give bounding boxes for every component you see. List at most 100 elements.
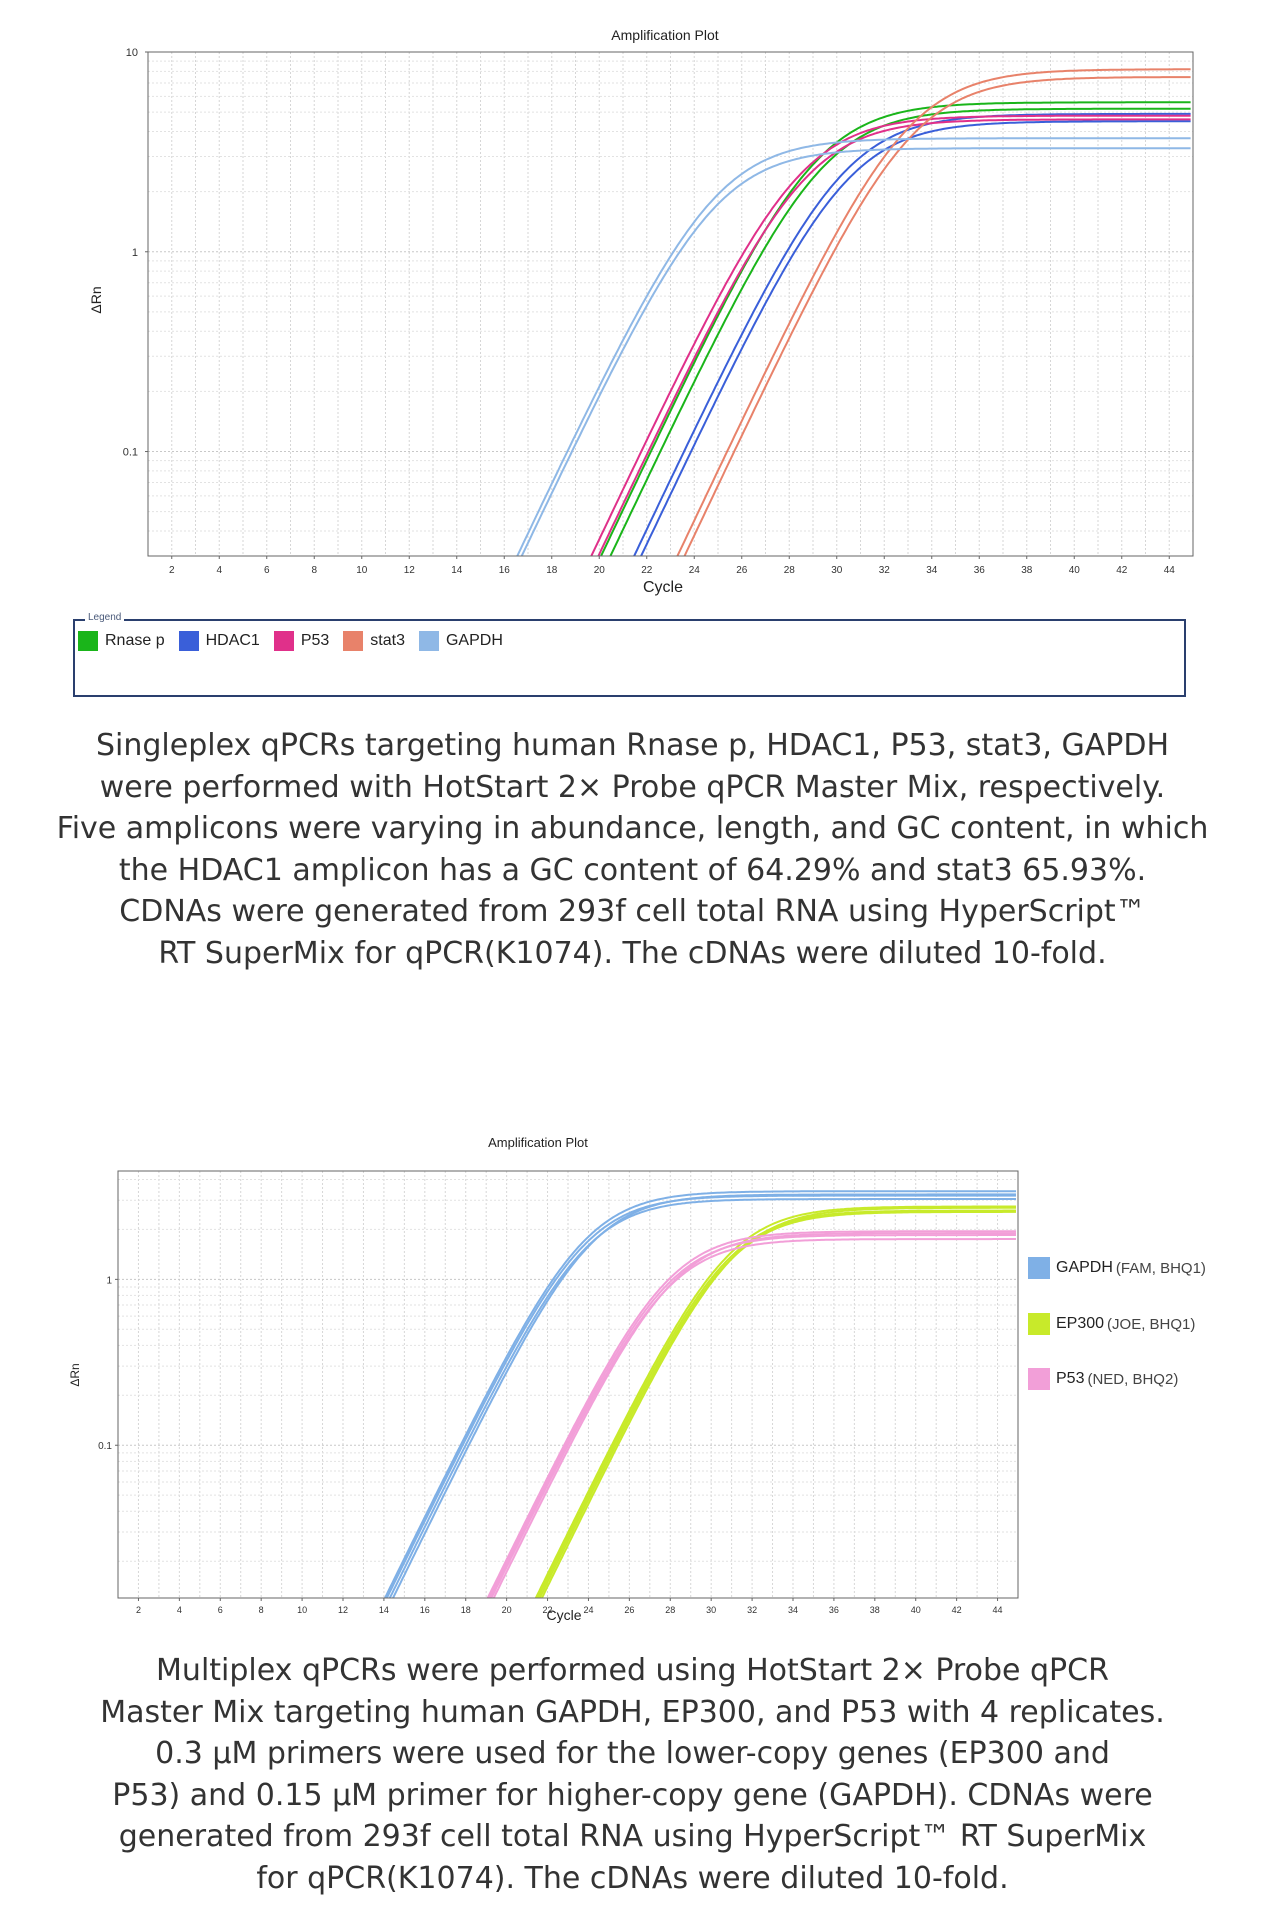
caption-line: Singleplex qPCRs targeting human Rnase p… [95, 728, 1169, 763]
x-tick-label: 18 [546, 565, 558, 576]
series-lines [516, 68, 1191, 556]
plot-frame [147, 51, 1194, 557]
x-tick-label: 34 [926, 565, 938, 576]
legend-swatch [178, 631, 199, 651]
x-tick-label: 10 [297, 1605, 307, 1615]
x-tick-label: 26 [624, 1605, 634, 1615]
x-tick-label: 44 [993, 1605, 1003, 1615]
x-axis-label: Cycle [643, 579, 683, 596]
series-line-p53 [590, 114, 1191, 556]
x-tick-label: 8 [259, 1605, 264, 1615]
series-line-p53 [492, 1232, 1016, 1598]
legend-swatch [1028, 1368, 1050, 1390]
x-tick-label: 22 [543, 1605, 553, 1615]
series-line-ep300 [536, 1209, 1016, 1598]
x-tick-label: 6 [264, 565, 270, 576]
caption-line: were performed with HotStart 2× Probe qP… [99, 769, 1166, 805]
caption-line: for qPCR(K1074). The cDNAs were diluted … [256, 1860, 1009, 1896]
caption-singleplex: Singleplex qPCRs targeting human Rnase p… [0, 725, 1265, 974]
x-tick-label: 16 [499, 565, 511, 576]
legend-items: Rnase p HDAC1 P53 stat3 GAPDH [78, 631, 517, 651]
caption-line: RT SuperMix for qPCR(K1074). The cDNAs w… [158, 935, 1107, 971]
caption-multiplex: Multiplex qPCRs were performed using Hot… [0, 1650, 1265, 1899]
series-line-rnase-p [599, 101, 1191, 556]
x-tick-label: 8 [311, 565, 317, 576]
x-tick-label: 28 [665, 1605, 675, 1615]
x-axis-label: Cycle [546, 1607, 581, 1623]
series-line-stat3 [683, 76, 1191, 556]
tick-labels: 2 4 6 8 10 12 14 16 18 20 22 24 26 28 30 32 34 36 38 40 42 44… [123, 47, 1176, 576]
caption-line: generated from 293f cell total RNA using… [118, 1819, 1147, 1854]
amplification-plot-multiplex: Amplification Plot ΔRn Cycle 2 4 6 8 10 12 14 1… [68, 1135, 1019, 1623]
y-axis-label: ΔRn [68, 1363, 82, 1386]
x-tick-label: 20 [502, 1605, 512, 1615]
plot-frame [117, 1170, 1019, 1599]
x-tick-label: 38 [870, 1605, 880, 1615]
y-tick-label: 1 [106, 1275, 112, 1286]
caption-line: Multiplex qPCRs were performed using Hot… [156, 1653, 1109, 1688]
legend-label: P53 [300, 632, 330, 649]
legend-label: GAPDH [1056, 1259, 1113, 1276]
x-tick-label: 42 [1116, 565, 1128, 576]
legend-label: GAPDH [445, 632, 503, 649]
series-line-gapdh [391, 1193, 1016, 1598]
legend-item: HDAC1 [178, 631, 260, 651]
x-tick-label: 24 [583, 1605, 593, 1615]
x-tick-label: 4 [216, 565, 222, 576]
x-tick-label: 10 [356, 565, 368, 576]
amplification-plot-singleplex: Amplification Plot ΔRn Cycle 2 4 6 8 10 12 14 1… [88, 27, 1194, 596]
caption-line: P53) and 0.15 µM primer for higher-copy … [112, 1777, 1153, 1813]
x-tick-label: 34 [788, 1605, 798, 1615]
x-tick-label: 32 [879, 565, 891, 576]
series-line-p53 [597, 118, 1191, 556]
y-tick-label: 0.1 [123, 447, 138, 459]
legend-label: stat3 [370, 632, 405, 649]
x-tick-label: 28 [784, 565, 796, 576]
legend-label: EP300 [1056, 1315, 1105, 1332]
caption-line: 0.3 µM primers were used for the lower-c… [155, 1736, 1110, 1771]
y-tick-label: 0.1 [98, 1441, 112, 1452]
y-tick-label: 10 [126, 47, 138, 59]
legend-label: P53 [1056, 1370, 1085, 1387]
series-line-ep300 [540, 1206, 1016, 1598]
caption-line: the HDAC1 amplicon has a GC content of 6… [118, 852, 1147, 888]
caption-line: Five amplicons were varying in abundance… [56, 811, 1209, 846]
x-tick-label: 2 [169, 565, 175, 576]
legend-swatch [418, 631, 439, 651]
legend-swatch [273, 631, 294, 651]
x-tick-label: 14 [451, 565, 463, 576]
caption-line: CDNAs were generated from 293f cell tota… [119, 894, 1146, 929]
legend-item: Rnase p [78, 631, 165, 651]
x-tick-label: 2 [136, 1605, 141, 1615]
series-line-rnase-p [609, 107, 1191, 556]
series-line-ep300 [538, 1210, 1016, 1598]
x-tick-label: 26 [736, 565, 748, 576]
x-tick-label: 12 [338, 1605, 348, 1615]
legend-swatch [343, 631, 364, 651]
x-tick-label: 36 [974, 565, 986, 576]
series-line-p53 [486, 1230, 1016, 1598]
chart-title: Amplification Plot [488, 1135, 588, 1150]
y-axis-label: ΔRn [88, 286, 104, 313]
x-tick-label: 42 [952, 1605, 962, 1615]
series-line-gapdh [385, 1194, 1016, 1598]
series-line-p53 [490, 1238, 1016, 1598]
series-line-stat3 [676, 68, 1191, 556]
x-tick-label: 44 [1164, 565, 1176, 576]
series-line-gapdh [516, 137, 1191, 556]
series-line-hdac1 [639, 120, 1191, 556]
legend-item: P53 (NED, BHQ2) [1028, 1368, 1178, 1390]
series-line-gapdh [520, 147, 1191, 556]
x-tick-label: 32 [747, 1605, 757, 1615]
legend-title: Legend [85, 612, 125, 623]
x-tick-label: 18 [461, 1605, 471, 1615]
y-tick-label: 1 [132, 247, 138, 259]
x-tick-label: 14 [379, 1605, 389, 1615]
chart-title: Amplification Plot [611, 27, 718, 43]
x-tick-label: 40 [1069, 565, 1081, 576]
legend-label: HDAC1 [205, 632, 260, 649]
x-tick-label: 12 [404, 565, 416, 576]
x-tick-label: 38 [1021, 565, 1033, 576]
x-tick-label: 30 [706, 1605, 716, 1615]
legend-detail: (NED, BHQ2) [1087, 1370, 1179, 1388]
